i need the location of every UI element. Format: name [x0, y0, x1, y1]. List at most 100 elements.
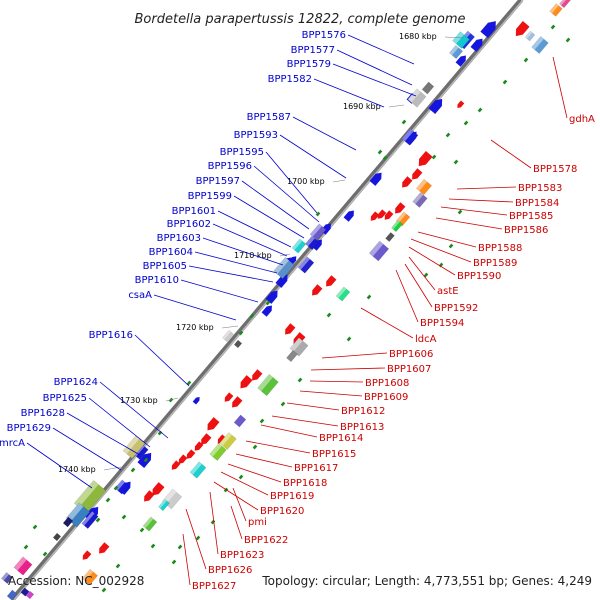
gene-label-right[interactable]: BPP1578	[533, 164, 577, 175]
gene-label-left[interactable]: BPP1605	[143, 261, 187, 272]
leader-line	[26, 442, 93, 489]
gene-label-left[interactable]: BPP1616	[89, 330, 133, 341]
gene-label-left[interactable]: BPP1587	[247, 112, 291, 123]
blue-gene-arrow	[480, 21, 496, 39]
leader-line	[99, 381, 169, 439]
gene-label-right[interactable]: BPP1589	[473, 258, 517, 269]
gene-label-left[interactable]: BPP1576	[302, 30, 346, 41]
leader-line	[410, 238, 472, 263]
gene-label-right[interactable]: BPP1623	[220, 550, 264, 561]
leader-line	[134, 334, 190, 387]
colored-gene-block	[222, 329, 234, 343]
colored-gene-block	[62, 516, 74, 528]
red-gene-arrow	[207, 417, 220, 431]
leader-line	[552, 56, 568, 119]
gene-label-left[interactable]: mrcA	[0, 438, 25, 449]
leader-line	[194, 251, 278, 274]
gene-label-right[interactable]: BPP1594	[420, 318, 464, 329]
gene-label-right[interactable]: BPP1622	[244, 535, 288, 546]
gene-label-left[interactable]: BPP1593	[234, 130, 278, 141]
gene-label-left[interactable]: BPP1628	[21, 408, 65, 419]
gene-label-right[interactable]: astE	[437, 286, 459, 297]
gene-label-right[interactable]: BPP1615	[312, 449, 356, 460]
gene-label-left[interactable]: BPP1596	[208, 161, 252, 172]
blue-gene-arrow	[261, 305, 272, 317]
gene-label-right[interactable]: BPP1588	[478, 243, 522, 254]
colored-gene-block	[209, 443, 227, 461]
colored-gene-block	[233, 339, 243, 349]
gene-label-left[interactable]: BPP1603	[157, 233, 201, 244]
leader-line	[279, 134, 347, 179]
small-feature	[150, 543, 156, 549]
gene-label-right[interactable]: BPP1583	[518, 183, 562, 194]
gene-label-right[interactable]: BPP1613	[340, 422, 384, 433]
colored-gene-block	[385, 231, 395, 243]
blue-gene-arrow	[455, 55, 466, 67]
red-gene-arrow	[370, 211, 380, 221]
leader-line	[220, 471, 269, 496]
gene-label-right[interactable]: BPP1606	[389, 349, 433, 360]
leader-line	[230, 505, 243, 540]
red-gene-arrow	[418, 151, 433, 167]
scale-tick-label: 1720 kbp	[176, 323, 214, 332]
gene-label-right[interactable]: BPP1618	[283, 478, 327, 489]
leader-line	[440, 206, 508, 216]
gene-label-left[interactable]: BPP1577	[291, 45, 335, 56]
small-feature	[445, 132, 451, 138]
gene-label-left[interactable]: BPP1595	[220, 147, 264, 158]
gene-label-right[interactable]: BPP1585	[509, 211, 553, 222]
gene-label-right[interactable]: BPP1608	[365, 378, 409, 389]
red-gene-arrow	[457, 100, 465, 109]
gene-label-right[interactable]: ldcA	[415, 334, 437, 345]
small-feature	[238, 474, 244, 480]
leader-line	[209, 491, 219, 555]
red-gene-arrow	[285, 323, 296, 335]
gene-label-right[interactable]: BPP1612	[341, 406, 385, 417]
gene-label-right[interactable]: BPP1586	[504, 225, 548, 236]
gene-label-right[interactable]: BPP1626	[208, 565, 252, 576]
leader-line	[360, 307, 414, 339]
leader-line	[66, 412, 141, 456]
gene-label-right[interactable]: BPP1614	[319, 433, 363, 444]
gene-label-left[interactable]: BPP1599	[188, 191, 232, 202]
gene-label-right[interactable]: BPP1584	[515, 198, 559, 209]
gene-label-right[interactable]: BPP1620	[260, 506, 304, 517]
red-gene-arrow	[384, 210, 394, 220]
tick-layer: 1680 kbp 1690 kbp 1700 kbp 1710 kbp 1720 kbp…	[58, 32, 465, 474]
gene-label-right[interactable]: gdhA	[569, 114, 595, 125]
colored-gene-block	[421, 81, 435, 95]
gene-label-left[interactable]: BPP1629	[7, 423, 51, 434]
colored-gene-block	[335, 286, 351, 302]
gene-label-right[interactable]: pmi	[248, 517, 267, 528]
gene-label-right[interactable]: BPP1627	[192, 581, 236, 592]
small-feature	[249, 313, 255, 319]
red-gene-arrow	[201, 433, 212, 445]
blue-gene-block	[401, 128, 419, 146]
small-feature	[297, 377, 303, 383]
small-feature	[42, 551, 48, 557]
gene-label-right[interactable]: BPP1592	[434, 303, 478, 314]
small-feature	[457, 209, 463, 215]
gene-label-right[interactable]: BPP1607	[387, 364, 431, 375]
gene-label-right[interactable]: BPP1590	[457, 271, 501, 282]
gene-label-left[interactable]: BPP1610	[135, 275, 179, 286]
gene-label-left[interactable]: BPP1579	[287, 59, 331, 70]
gene-label-left[interactable]: BPP1624	[54, 377, 98, 388]
gene-label-left[interactable]: BPP1601	[172, 206, 216, 217]
small-feature	[259, 418, 265, 424]
gene-label-left[interactable]: BPP1604	[149, 247, 193, 258]
small-feature	[550, 24, 556, 30]
small-feature	[195, 535, 201, 541]
colored-gene-block	[20, 587, 30, 597]
red-gene-arrow	[240, 375, 253, 389]
gene-label-left[interactable]: csaA	[128, 290, 152, 301]
gene-label-right[interactable]: BPP1619	[270, 491, 314, 502]
gene-label-right[interactable]: BPP1617	[294, 463, 338, 474]
scale-tick-label: 1730 kbp	[120, 396, 158, 405]
gene-label-left[interactable]: BPP1582	[268, 74, 312, 85]
gene-label-left[interactable]: BPP1602	[167, 219, 211, 230]
gene-label-left[interactable]: BPP1597	[196, 176, 240, 187]
leader-line	[185, 508, 207, 570]
gene-label-right[interactable]: BPP1609	[364, 392, 408, 403]
gene-label-left[interactable]: BPP1625	[43, 393, 87, 404]
